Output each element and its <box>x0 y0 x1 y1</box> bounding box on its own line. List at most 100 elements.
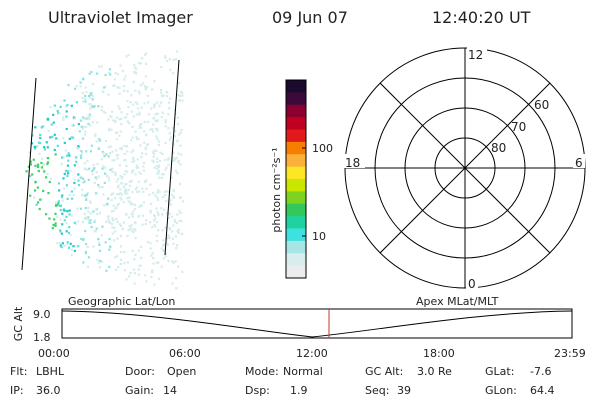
image-pixel <box>122 85 126 88</box>
image-pixel <box>62 137 65 140</box>
image-pixel <box>123 89 126 92</box>
image-pixel <box>134 67 138 70</box>
image-pixel <box>85 196 88 199</box>
image-pixel <box>119 235 123 238</box>
image-pixel <box>87 116 90 119</box>
image-pixel <box>172 126 175 129</box>
image-pixel <box>114 256 117 259</box>
image-pixel <box>151 151 155 154</box>
image-pixel <box>155 149 158 153</box>
image-pixel <box>108 245 112 248</box>
image-pixel <box>93 219 96 222</box>
image-pixel <box>96 121 99 124</box>
image-pixel <box>60 245 63 248</box>
param-gcalt-value: 3.0 Re <box>417 365 452 378</box>
image-pixel <box>164 226 167 229</box>
image-pixel <box>152 160 155 163</box>
image-pixel <box>74 87 77 90</box>
image-pixel <box>174 235 177 238</box>
image-pixel <box>176 244 179 247</box>
image-pixel <box>163 190 166 193</box>
image-pixel <box>87 219 90 222</box>
image-pixel <box>174 169 177 172</box>
image-pixel <box>49 177 53 180</box>
image-pixel <box>79 154 83 157</box>
image-pixel <box>164 55 167 58</box>
image-pixel <box>27 165 30 168</box>
image-pixel <box>107 118 110 121</box>
image-pixel <box>125 213 128 216</box>
image-pixel <box>138 92 141 95</box>
image-pixel <box>56 215 59 219</box>
image-pixel <box>172 195 175 198</box>
image-pixel <box>116 220 119 223</box>
mlt-label-18: 18 <box>345 156 360 170</box>
color-bar-label-10: 10 <box>312 230 326 243</box>
image-pixel <box>101 185 104 189</box>
color-bar-segment <box>286 154 306 168</box>
image-pixel <box>140 204 143 207</box>
param-glat-key: GLat: <box>485 365 514 378</box>
image-pixel <box>68 209 71 212</box>
image-pixel <box>49 106 52 109</box>
image-pixel <box>66 243 69 246</box>
image-pixel <box>113 159 116 162</box>
image-pixel <box>143 141 146 144</box>
image-pixel <box>117 202 120 205</box>
image-pixel <box>155 119 158 122</box>
image-pixel <box>116 153 120 156</box>
image-pixel <box>137 137 140 140</box>
color-bar-segment <box>286 166 306 180</box>
image-pixel <box>176 50 179 53</box>
image-pixel <box>95 72 99 75</box>
image-pixel <box>83 162 86 165</box>
image-pixel <box>168 57 171 61</box>
image-pixel <box>164 121 167 124</box>
image-pixel <box>173 219 176 222</box>
image-pixel <box>142 201 145 204</box>
timeline-y-title: GC Alt <box>12 306 25 341</box>
image-pixel <box>84 97 87 101</box>
image-pixel <box>112 192 115 195</box>
image-pixel <box>152 123 155 126</box>
image-pixel <box>138 205 141 208</box>
image-pixel <box>108 127 111 130</box>
image-pixel <box>53 104 56 107</box>
image-pixel <box>127 106 130 109</box>
image-pixel <box>109 168 112 171</box>
image-pixel <box>176 230 179 233</box>
image-pixel <box>89 107 92 110</box>
image-pixel <box>70 136 73 139</box>
image-pixel <box>178 210 181 213</box>
image-pixel <box>81 137 85 140</box>
image-pixel <box>87 210 90 213</box>
image-pixel <box>172 72 175 75</box>
image-pixel <box>135 136 138 139</box>
image-pixel <box>66 197 69 200</box>
image-pixel <box>119 197 122 200</box>
image-pixel <box>77 220 80 223</box>
image-pixel <box>50 123 53 126</box>
image-pixel <box>108 248 111 251</box>
image-pixel <box>158 165 161 168</box>
image-pixel <box>120 117 123 120</box>
image-pixel <box>96 162 99 166</box>
color-bar-segment <box>286 240 306 254</box>
image-pixel <box>89 219 92 222</box>
image-pixel <box>155 221 158 224</box>
image-pixel <box>72 245 75 248</box>
image-pixel <box>141 223 144 226</box>
image-pixel <box>120 146 123 149</box>
image-pixel <box>133 282 136 285</box>
image-pixel <box>132 231 135 234</box>
image-pixel <box>165 199 168 202</box>
image-pixel <box>151 159 154 162</box>
image-pixel <box>125 183 128 186</box>
image-pixel <box>90 225 93 229</box>
image-pixel <box>149 247 152 250</box>
image-pixel <box>65 110 68 113</box>
image-pixel <box>167 113 170 116</box>
altitude-curve <box>61 310 573 338</box>
image-pixel <box>49 136 52 139</box>
mlt-label-0: 0 <box>468 277 476 291</box>
